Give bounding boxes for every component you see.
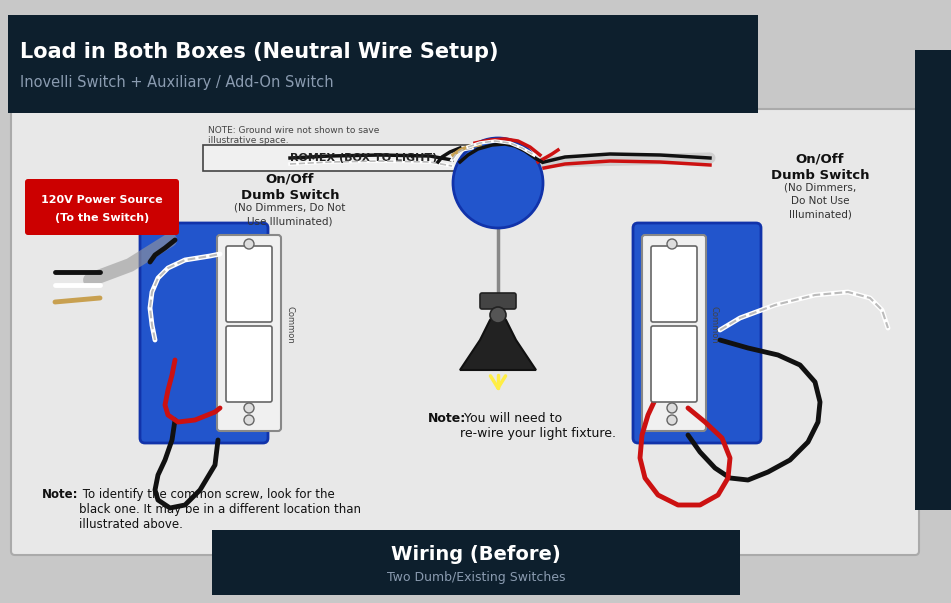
Circle shape: [244, 415, 254, 425]
Text: (No Dimmers,
Do Not Use
Illuminated): (No Dimmers, Do Not Use Illuminated): [784, 183, 856, 219]
FancyBboxPatch shape: [212, 530, 740, 595]
Polygon shape: [460, 310, 536, 370]
Text: On/Off
Dumb Switch: On/Off Dumb Switch: [770, 152, 869, 182]
Circle shape: [667, 239, 677, 249]
Text: Load in Both Boxes (Neutral Wire Setup): Load in Both Boxes (Neutral Wire Setup): [20, 42, 498, 62]
FancyBboxPatch shape: [651, 326, 697, 402]
Circle shape: [667, 415, 677, 425]
Text: ROMEX (BOX TO LIGHT): ROMEX (BOX TO LIGHT): [290, 153, 437, 163]
Text: Wiring (Before): Wiring (Before): [391, 545, 561, 563]
FancyBboxPatch shape: [8, 15, 758, 113]
Text: 120V Power Source: 120V Power Source: [41, 195, 163, 205]
Circle shape: [244, 403, 254, 413]
FancyBboxPatch shape: [140, 223, 268, 443]
Text: To identify the common screw, look for the
black one. It may be in a different l: To identify the common screw, look for t…: [79, 488, 361, 531]
Text: You will need to
re-wire your light fixture.: You will need to re-wire your light fixt…: [460, 412, 616, 440]
Text: Common: Common: [710, 306, 719, 344]
Text: Note:: Note:: [42, 488, 79, 501]
FancyBboxPatch shape: [25, 179, 179, 235]
FancyBboxPatch shape: [642, 235, 706, 431]
Text: Inovelli Switch + Auxiliary / Add-On Switch: Inovelli Switch + Auxiliary / Add-On Swi…: [20, 75, 334, 90]
FancyBboxPatch shape: [915, 50, 951, 510]
Text: (To the Switch): (To the Switch): [55, 213, 149, 223]
Text: Common: Common: [285, 306, 294, 344]
Text: On/Off
Dumb Switch: On/Off Dumb Switch: [241, 172, 340, 202]
FancyBboxPatch shape: [633, 223, 761, 443]
Circle shape: [490, 307, 506, 323]
Circle shape: [453, 138, 543, 228]
Text: Two Dumb/Existing Switches: Two Dumb/Existing Switches: [387, 572, 565, 584]
FancyBboxPatch shape: [651, 246, 697, 322]
FancyBboxPatch shape: [11, 109, 919, 555]
FancyBboxPatch shape: [226, 326, 272, 402]
FancyBboxPatch shape: [480, 293, 516, 309]
FancyBboxPatch shape: [226, 246, 272, 322]
Circle shape: [667, 403, 677, 413]
Text: illustrative space.: illustrative space.: [208, 136, 288, 145]
Text: Note:: Note:: [428, 412, 466, 425]
Text: NOTE: Ground wire not shown to save: NOTE: Ground wire not shown to save: [208, 126, 379, 135]
FancyBboxPatch shape: [203, 145, 525, 171]
FancyBboxPatch shape: [217, 235, 281, 431]
Text: (No Dimmers, Do Not
Use Illuminated): (No Dimmers, Do Not Use Illuminated): [234, 203, 345, 226]
Circle shape: [244, 239, 254, 249]
